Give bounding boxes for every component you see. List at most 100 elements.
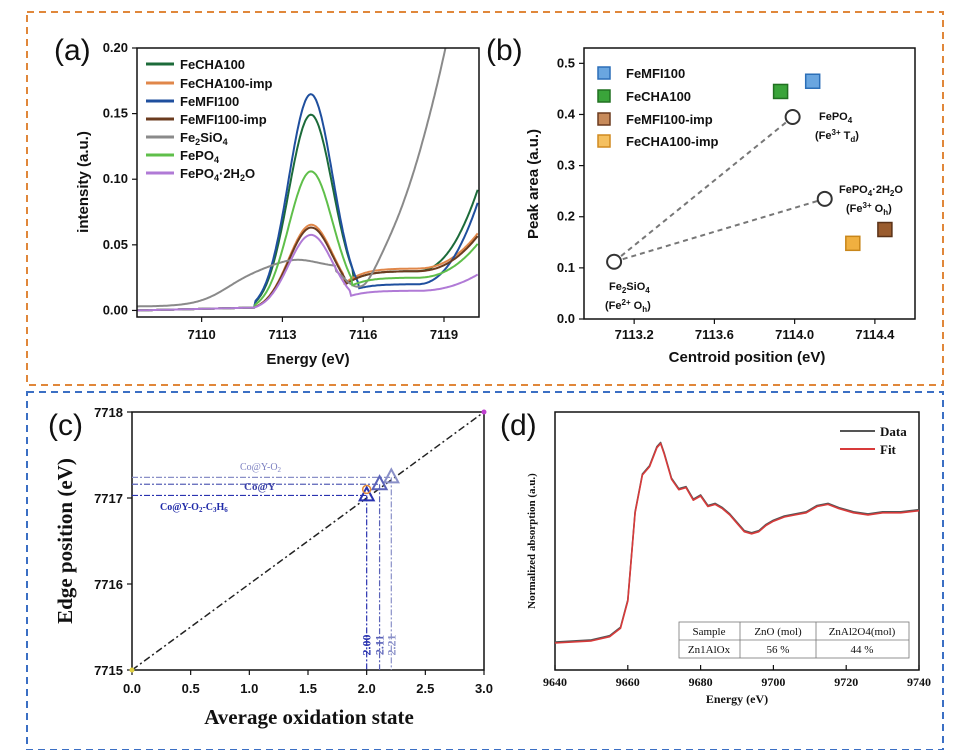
label-co-y-o2-c3h6: Co@Y-O2-C3H6 <box>160 502 228 514</box>
c-point-co-y <box>370 474 389 491</box>
legend-label-femfi100-imp: FeMFI100-imp <box>180 112 267 127</box>
panel-a-x-ticks: 7110 7113 7116 7119 <box>188 317 458 342</box>
legend-marker-femfi100-imp <box>597 112 611 126</box>
legend-marker-fecha100 <box>597 89 611 103</box>
legend-label-fe2sio4: Fe2SiO4 <box>180 130 228 147</box>
c-point-co-y-o2-c3h6 <box>357 485 376 502</box>
b-xtick-label: 7113.2 <box>615 327 654 342</box>
panel-a-series-group <box>137 48 479 312</box>
table-cell-zno: 56 % <box>767 644 790 656</box>
a-xtick-label: 7110 <box>188 327 216 342</box>
panel-d-legend: Data Fit <box>840 424 907 457</box>
d-xtick-label: 9680 <box>689 675 713 689</box>
panel-d-x-ticks: 9640 9660 9680 9700 9720 9740 <box>543 665 931 689</box>
legend-label-fecha100: FeCHA100 <box>180 57 245 72</box>
c-xtick-label: 1.0 <box>240 681 258 696</box>
c-orange-marker <box>361 484 372 495</box>
legend-label-fepo4: FePO4 <box>180 148 219 165</box>
table-header-sample: Sample <box>693 626 726 638</box>
c-ytick-label: 7718 <box>94 405 123 420</box>
ann-fepo4-sub: (Fe3+ Td) <box>815 128 859 144</box>
c-xtick-label: 2.0 <box>358 681 376 696</box>
top-frame <box>26 11 944 386</box>
ann-fepo4-2h2o: FePO4·2H2O <box>839 184 903 198</box>
b-ref-point-fe2sio4 <box>606 253 623 270</box>
d-xtick-label: 9720 <box>834 675 858 689</box>
a-ytick-label: 0.20 <box>103 40 128 55</box>
legend-label-fecha100-imp: FeCHA100-imp <box>180 76 273 91</box>
panel-d-table: Sample ZnO (mol) ZnAl2O4(mol) Zn1AlOx 56… <box>678 621 910 659</box>
c-xtick-label: 1.5 <box>299 681 317 696</box>
ann-fepo4-2h2o-sub: (Fe3+ Oh) <box>846 201 892 217</box>
panel-b-legend: FeMFI100 FeCHA100 FeMFI100-imp FeCHA100-… <box>597 66 719 149</box>
d-xtick-label: 9700 <box>761 675 785 689</box>
b-xtick-label: 7114.4 <box>855 327 895 342</box>
panel-d-chart: 9640 9660 9680 9700 9720 9740 Energy (eV) Nor… <box>526 411 931 706</box>
ann-fe2sio4-sub: (Fe2+ Oh) <box>605 298 651 314</box>
panel-a-plot-frame <box>136 47 480 318</box>
b-ytick-label: 0.1 <box>557 260 575 275</box>
a-ytick-label: 0.15 <box>103 106 128 121</box>
b-ytick-label: 0.5 <box>557 55 575 70</box>
panel-d-label: (d) <box>500 409 537 442</box>
ann-fepo4: FePO4 <box>819 111 853 125</box>
c-xtick-label: 0.0 <box>123 681 141 696</box>
panel-d-series <box>554 441 920 644</box>
b-point-femfi100-imp <box>877 221 893 238</box>
b-ref-line <box>613 197 826 263</box>
panel-d-plot-frame <box>554 411 920 671</box>
panel-a-label: (a) <box>54 34 91 67</box>
panel-b-x-ticks: 7113.2 7113.6 7114.0 7114.4 <box>615 319 895 342</box>
label-co-y-o2: Co@Y-O2 <box>240 462 282 474</box>
panel-b-chart: 0.00.10.20.30.40.5 7113.2 7113.6 7114.0 711… <box>525 47 916 366</box>
b-ref-line <box>613 116 794 263</box>
legend-marker-femfi100 <box>597 66 611 80</box>
panel-a-x-title: Energy (eV) <box>266 351 349 368</box>
a-ytick-label: 0.10 <box>103 171 128 186</box>
b-xtick-label: 7113.6 <box>695 327 734 342</box>
table-header-znal2o4: ZnAl2O4(mol) <box>829 626 896 638</box>
panel-d-y-title: Normalized absorption (a.u.) <box>526 473 538 609</box>
legend-label-b-femfi100: FeMFI100 <box>626 66 685 81</box>
c-xtick-label: 0.5 <box>182 681 200 696</box>
c-value-label-co-y-o2: 2.21 <box>384 635 398 656</box>
c-reference-line <box>131 411 485 671</box>
d-xtick-label: 9740 <box>907 675 931 689</box>
panel-b-plot-frame <box>583 47 916 320</box>
panel-b-label: (b) <box>486 34 523 67</box>
a-series-clip <box>137 48 479 312</box>
c-ref-endpoint-end <box>481 409 487 415</box>
panel-a-legend: FeCHA100 FeCHA100-imp FeMFI100 FeMFI100-… <box>146 57 273 183</box>
panel-c-y-title: Edge position (eV) <box>53 458 77 624</box>
b-point-fecha100 <box>772 83 789 100</box>
b-point-femfi100 <box>804 73 821 89</box>
c-value-label-co-y-o2-c3h6: 2.00 <box>360 635 374 656</box>
c-xtick-label: 3.0 <box>475 681 493 696</box>
panel-a-chart: 0.00 0.05 0.10 0.15 0.20 7110 7113 7116 7119 En… <box>75 40 480 368</box>
panel-c-x-ticks: 0.0 0.5 1.0 1.5 2.0 2.5 3.0 <box>123 670 493 696</box>
c-value-label-co-y: 2.11 <box>373 635 387 655</box>
a-xtick-label: 7113 <box>268 327 296 342</box>
panel-c-label: (c) <box>48 409 83 442</box>
bottom-frame <box>26 391 944 751</box>
a-series-fecha100-imp <box>137 223 479 312</box>
panel-b-annotations: FePO4 (Fe3+ Td) FePO4·2H2O (Fe3+ Oh) Fe2… <box>605 111 903 314</box>
panel-d-x-title: Energy (eV) <box>706 692 768 706</box>
d-series-data <box>554 441 920 643</box>
c-point-co-y-o2 <box>382 467 400 484</box>
d-xtick-label: 9640 <box>543 675 567 689</box>
b-point-fecha100-imp <box>845 235 861 252</box>
table-cell-znal2o4: 44 % <box>851 644 874 656</box>
panel-b-y-ticks: 0.0 0.1 0.2 0.3 0.4 0.5 <box>557 55 584 326</box>
panel-b-x-title: Centroid position (eV) <box>669 349 826 366</box>
legend-label-b-femfi100-imp: FeMFI100-imp <box>626 112 713 127</box>
label-co-y: Co@Y <box>244 481 276 493</box>
c-ytick-label: 7715 <box>94 663 123 678</box>
panel-c-points: 2.212.112.00 <box>357 467 400 656</box>
a-series-fepo4-2h2o <box>137 233 479 312</box>
panel-b-reference-lines <box>613 116 826 263</box>
panel-c-x-title: Average oxidation state <box>204 705 414 729</box>
table-header-zno: ZnO (mol) <box>754 626 802 638</box>
b-ref-point-fepo4-2h2o <box>816 190 833 207</box>
